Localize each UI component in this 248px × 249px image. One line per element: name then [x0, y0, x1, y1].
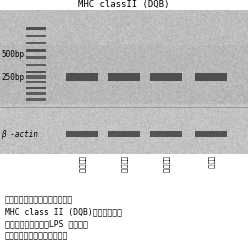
Bar: [108, 73, 140, 81]
Bar: [26, 27, 46, 30]
Bar: [26, 63, 46, 66]
Text: 満期胎児: 満期胎児: [163, 156, 169, 173]
Bar: [66, 73, 98, 81]
Bar: [108, 131, 140, 137]
Text: 陽性対照: 陽性対照: [79, 156, 85, 173]
Text: 中期胎児: 中期胎児: [121, 156, 127, 173]
Bar: [66, 131, 98, 137]
Bar: [26, 75, 46, 79]
Text: β -actin: β -actin: [1, 130, 38, 139]
Bar: [26, 92, 46, 95]
Bar: [150, 131, 182, 137]
Bar: [26, 42, 46, 45]
Bar: [26, 71, 46, 73]
Bar: [26, 98, 46, 101]
Bar: [26, 35, 46, 37]
Bar: [26, 87, 46, 89]
Bar: [195, 73, 227, 81]
Text: 若齢牛: 若齢牛: [208, 156, 214, 169]
Bar: [195, 131, 227, 137]
Text: 図２　腸間膜リンパ節における
MHC class II (DQB)遠伝子発現の
検出。陽性対照にはLPS 刺激牛培
養マクロファージを用いた。: 図２ 腸間膜リンパ節における MHC class II (DQB)遠伝子発現の …: [5, 195, 122, 241]
Text: 500bp: 500bp: [1, 50, 24, 59]
Bar: [150, 73, 182, 81]
Bar: [26, 49, 46, 52]
Bar: [26, 56, 46, 59]
Bar: [26, 81, 46, 83]
Title: MHC classII (DQB): MHC classII (DQB): [78, 0, 170, 9]
Text: 250bp: 250bp: [1, 73, 24, 82]
